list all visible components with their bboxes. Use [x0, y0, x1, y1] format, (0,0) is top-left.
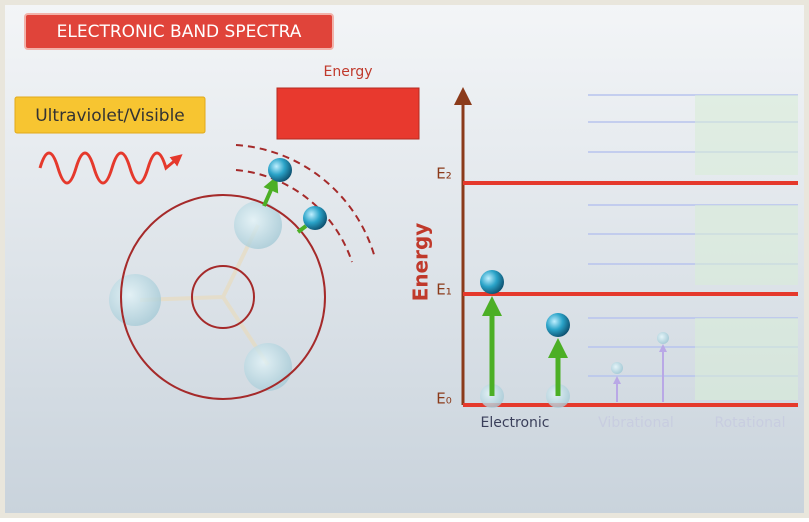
transition-label: Vibrational: [598, 415, 674, 431]
rotational-band: [695, 205, 798, 285]
transition-label: Rotational: [714, 415, 785, 431]
rotational-band: [695, 318, 798, 400]
scene: ELECTRONIC BAND SPECTRA Energy Ultraviol…: [0, 0, 809, 518]
transition-label: Electronic: [480, 415, 549, 431]
level-label: E₁: [436, 281, 452, 299]
axis-label: Energy: [409, 223, 433, 302]
energy-box: [277, 88, 419, 139]
energy-box-label: Energy: [323, 64, 372, 80]
title: ELECTRONIC BAND SPECTRA: [57, 22, 302, 42]
level-label: E₂: [436, 165, 452, 183]
page: ELECTRONIC BAND SPECTRA Energy Ultraviol…: [0, 0, 809, 518]
source-label: Ultraviolet/Visible: [35, 106, 185, 126]
rotational-band: [695, 95, 798, 175]
level-label: E₀: [436, 390, 452, 408]
background: [5, 5, 804, 513]
